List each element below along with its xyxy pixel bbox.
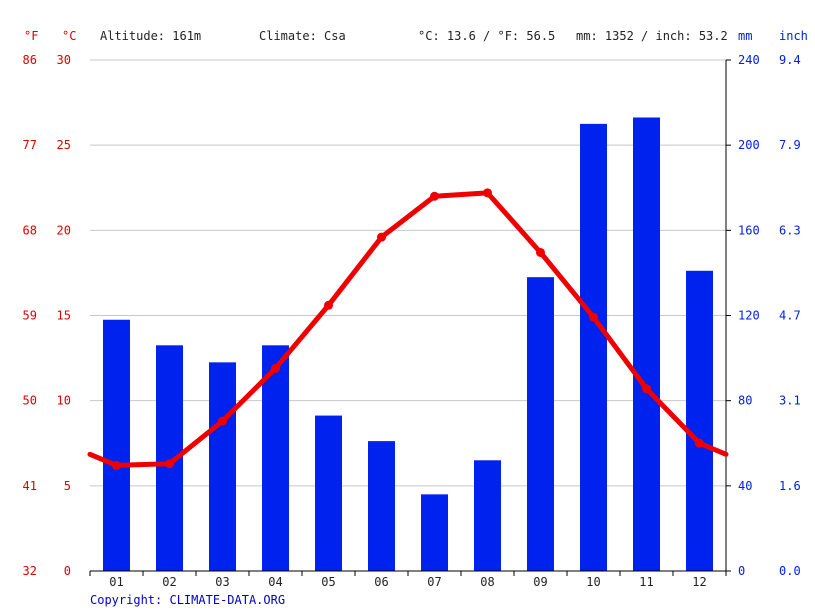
temperature-point — [642, 384, 651, 394]
fahrenheit-tick-label: 50 — [23, 394, 37, 408]
inch-tick-label: 9.4 — [779, 53, 801, 67]
celsius-tick-label: 0 — [64, 564, 71, 578]
inch-tick-label: 0.0 — [779, 564, 801, 578]
temperature-point — [536, 247, 545, 257]
precipitation-bar — [368, 441, 395, 571]
temperature-point — [430, 191, 439, 201]
temperature-point — [377, 232, 386, 242]
fahrenheit-tick-label: 68 — [23, 223, 37, 237]
celsius-tick-label: 20 — [57, 223, 71, 237]
x-tick-label: 02 — [162, 575, 176, 589]
fahrenheit-tick-label: 41 — [23, 479, 37, 493]
fahrenheit-tick-label: 77 — [23, 138, 37, 152]
precipitation-bar — [103, 319, 130, 571]
fahrenheit-tick-label: 59 — [23, 309, 37, 323]
mm-tick-label: 40 — [738, 479, 752, 493]
celsius-tick-label: 25 — [57, 138, 71, 152]
altitude-text: Altitude: 161m — [100, 29, 202, 43]
mm-tick-label: 200 — [738, 138, 760, 152]
temperature-point — [112, 460, 121, 470]
unit-inch-label: inch — [779, 29, 808, 43]
precipitation-bar — [686, 270, 713, 571]
celsius-tick-label: 10 — [57, 394, 71, 408]
temperature-line — [87, 190, 729, 468]
x-tick-label: 07 — [427, 575, 441, 589]
mm-tick-label: 160 — [738, 223, 760, 237]
temperature-point — [695, 438, 704, 448]
precipitation-bar — [209, 362, 236, 571]
copyright-text: Copyright: CLIMATE-DATA.ORG — [90, 593, 286, 607]
x-tick-label: 11 — [639, 575, 653, 589]
precipitation-bar — [315, 415, 342, 571]
unit-celsius-label: °C — [62, 29, 77, 43]
inch-tick-label: 3.1 — [779, 394, 801, 408]
precipitation-bar — [580, 123, 607, 571]
temperature-point — [324, 300, 333, 310]
x-tick-label: 08 — [480, 575, 494, 589]
x-tick-label: 03 — [215, 575, 229, 589]
temperature-summary-text: °C: 13.6 / °F: 56.5 — [418, 29, 556, 43]
precipitation-summary-text: mm: 1352 / inch: 53.2 — [576, 29, 728, 43]
temperature-point — [589, 312, 598, 322]
x-tick-label: 09 — [533, 575, 547, 589]
temperature-point — [165, 459, 174, 469]
x-tick-label: 12 — [692, 575, 706, 589]
x-tick-label: 06 — [374, 575, 388, 589]
mm-tick-label: 0 — [738, 564, 745, 578]
temperature-point — [483, 188, 492, 198]
precipitation-bar — [527, 277, 554, 571]
inch-tick-label: 4.7 — [779, 309, 801, 323]
celsius-tick-label: 15 — [57, 309, 71, 323]
x-tick-label: 10 — [586, 575, 600, 589]
climate-text: Climate: Csa — [259, 29, 346, 43]
celsius-tick-label: 30 — [57, 53, 71, 67]
precipitation-bar — [633, 117, 660, 572]
fahrenheit-tick-label: 86 — [23, 53, 37, 67]
x-tick-label: 05 — [321, 575, 335, 589]
unit-mm-label: mm — [738, 29, 753, 43]
mm-tick-label: 120 — [738, 309, 760, 323]
fahrenheit-tick-label: 32 — [23, 564, 37, 578]
celsius-tick-label: 5 — [64, 479, 71, 493]
temperature-point — [218, 416, 227, 426]
inch-tick-label: 1.6 — [779, 479, 801, 493]
unit-fahrenheit-label: °F — [24, 29, 39, 43]
precipitation-bar — [421, 494, 448, 571]
inch-tick-label: 7.9 — [779, 138, 801, 152]
precipitation-bar — [474, 460, 501, 571]
x-tick-label: 01 — [109, 575, 123, 589]
mm-tick-label: 240 — [738, 53, 760, 67]
mm-tick-label: 80 — [738, 394, 752, 408]
inch-tick-label: 6.3 — [779, 223, 801, 237]
precipitation-bar — [262, 345, 289, 571]
temperature-point — [271, 363, 280, 373]
x-tick-label: 04 — [268, 575, 282, 589]
